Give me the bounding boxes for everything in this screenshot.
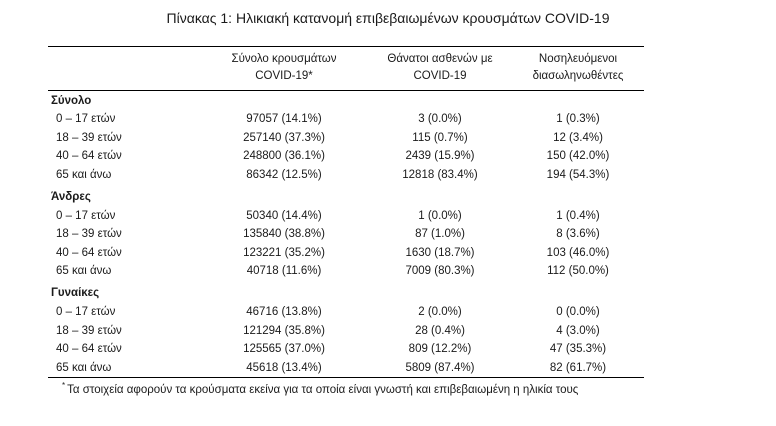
header-total-cases: Σύνολο κρουσμάτων COVID-19* [200, 46, 368, 91]
deaths-cell: 1 (0.0%) [418, 209, 462, 222]
table-row: 65 και άνω 86342 (12.5%) 12818 (83.4%) 194 … [48, 166, 644, 185]
intubated-cell: 12 (3.4%) [553, 131, 603, 144]
cases-cell: 248800 (36.1%) [243, 150, 325, 163]
header-total-cases-line1: Σύνολο κρουσμάτων [231, 53, 337, 65]
deaths-cell: 87 (1.0%) [415, 228, 465, 241]
intubated-cell: 1 (0.3%) [556, 113, 600, 126]
age-cell: 65 και άνω [48, 358, 200, 379]
intubated-cell: 8 (3.6%) [556, 228, 600, 241]
cases-cell: 40718 (11.6%) [246, 265, 322, 278]
deaths-cell: 3 (0.0%) [418, 113, 462, 126]
header-empty [48, 46, 200, 91]
age-cell: 40 – 64 ετών [56, 246, 122, 259]
header-deaths: Θάνατοι ασθενών με COVID-19 [368, 46, 512, 91]
intubated-cell: 150 (42.0%) [546, 150, 610, 163]
header-intubated: Νοσηλευόμενοι διασωληνωθέντες [512, 46, 644, 91]
intubated-cell: 1 (0.4%) [556, 209, 600, 222]
cases-cell: 46716 (13.8%) [246, 306, 322, 319]
deaths-cell: 12818 (83.4%) [402, 169, 478, 182]
deaths-cell: 7009 (80.3%) [405, 265, 475, 278]
group-header-row: Άνδρες [48, 187, 644, 206]
cases-cell: 45618 (13.4%) [200, 358, 368, 379]
header-deaths-line1: Θάνατοι ασθενών με [387, 53, 493, 65]
footnote-text: Τα στοιχεία αφορούν τα κρούσματα εκείνα … [67, 384, 579, 396]
header-total-cases-line2: COVID-19* [255, 70, 313, 82]
footnote-mark: * [62, 381, 66, 390]
table-row: 0 – 17 ετών 50340 (14.4%) 1 (0.0%) 1 (0.4%) [48, 206, 644, 225]
age-cell: 18 – 39 ετών [56, 324, 122, 337]
cases-cell: 125565 (37.0%) [243, 343, 325, 356]
deaths-cell: 2 (0.0%) [418, 306, 462, 319]
group-header-row: Σύνολο [48, 91, 644, 111]
table-row: 40 – 64 ετών 248800 (36.1%) 2439 (15.9%) 15… [48, 147, 644, 166]
table-body: Σύνολο 0 – 17 ετών 97057 (14.1%) 3 (0.0%) 1 … [48, 91, 644, 379]
table-row: 18 – 39 ετών 257140 (37.3%) 115 (0.7%) 12 (… [48, 129, 644, 148]
cases-cell: 86342 (12.5%) [246, 169, 322, 182]
header-deaths-line2: COVID-19 [413, 70, 467, 82]
intubated-cell: 47 (35.3%) [549, 343, 607, 356]
deaths-cell: 809 (12.2%) [408, 343, 472, 356]
age-cell: 0 – 17 ετών [56, 113, 116, 126]
age-distribution-table: Σύνολο κρουσμάτων COVID-19* Θάνατοι ασθε… [48, 46, 644, 379]
deaths-cell: 28 (0.4%) [415, 324, 465, 337]
table-row: 0 – 17 ετών 97057 (14.1%) 3 (0.0%) 1 (0.3%) [48, 110, 644, 129]
cases-cell: 135840 (38.8%) [243, 228, 325, 241]
table-row: 18 – 39 ετών 135840 (38.8%) 87 (1.0%) 8 (3.… [48, 225, 644, 244]
deaths-cell: 1630 (18.7%) [405, 246, 475, 259]
footnote: * Τα στοιχεία αφορούν τα κρούσματα εκείνα… [62, 381, 578, 396]
cases-cell: 123221 (35.2%) [243, 246, 325, 259]
table-row: 40 – 64 ετών 123221 (35.2%) 1630 (18.7%) 10… [48, 244, 644, 263]
age-cell: 40 – 64 ετών [56, 343, 122, 356]
cases-cell: 121294 (35.8%) [243, 324, 325, 337]
intubated-cell: 0 (0.0%) [556, 306, 600, 319]
age-cell: 18 – 39 ετών [56, 131, 122, 144]
deaths-cell: 115 (0.7%) [412, 131, 468, 144]
group-title: Άνδρες [51, 190, 91, 203]
intubated-cell: 103 (46.0%) [546, 246, 610, 259]
cases-cell: 97057 (14.1%) [246, 113, 322, 126]
intubated-cell: 112 (50.0%) [547, 265, 609, 278]
intubated-cell: 82 (61.7%) [512, 358, 644, 379]
table-row: 0 – 17 ετών 46716 (13.8%) 2 (0.0%) 0 (0.0%) [48, 303, 644, 322]
age-cell: 40 – 64 ετών [56, 150, 122, 163]
age-cell: 65 και άνω [56, 265, 112, 278]
table-row: 65 και άνω 45618 (13.4%) 5809 (87.4%) 82 (6… [48, 358, 644, 379]
cases-cell: 257140 (37.3%) [243, 131, 325, 144]
age-cell: 18 – 39 ετών [56, 228, 122, 241]
group-header-row: Γυναίκες [48, 284, 644, 303]
table-row: 65 και άνω 40718 (11.6%) 7009 (80.3%) 112 (… [48, 262, 644, 281]
intubated-cell: 194 (54.3%) [546, 169, 610, 182]
header-intubated-line1: Νοσηλευόμενοι [538, 53, 618, 65]
deaths-cell: 2439 (15.9%) [405, 150, 475, 163]
intubated-cell: 4 (3.0%) [556, 324, 600, 337]
cases-cell: 50340 (14.4%) [246, 209, 322, 222]
table-row: 40 – 64 ετών 125565 (37.0%) 809 (12.2%) 47 … [48, 340, 644, 359]
table-title: Πίνακας 1: Ηλικιακή κατανομή επιβεβαιωμέ… [166, 10, 610, 26]
deaths-cell: 5809 (87.4%) [368, 358, 512, 379]
group-title: Σύνολο [51, 94, 92, 107]
age-cell: 0 – 17 ετών [56, 306, 116, 319]
table-row: 18 – 39 ετών 121294 (35.8%) 28 (0.4%) 4 (3.… [48, 321, 644, 340]
group-title: Γυναίκες [51, 287, 100, 300]
header-row: Σύνολο κρουσμάτων COVID-19* Θάνατοι ασθε… [48, 46, 644, 91]
header-intubated-line2: διασωληνωθέντες [532, 70, 624, 82]
age-cell: 0 – 17 ετών [56, 209, 116, 222]
age-cell: 65 και άνω [56, 169, 112, 182]
